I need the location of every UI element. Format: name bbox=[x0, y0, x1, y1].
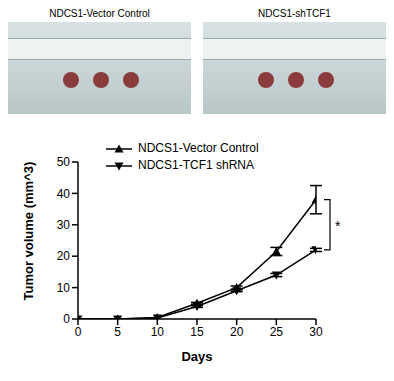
svg-text:*: * bbox=[335, 218, 341, 234]
html-text:NDCS1-shTCF1: NDCS1-shTCF1 bbox=[258, 8, 331, 19]
html-text:NDCS1-Vector Control: NDCS1-Vector Control bbox=[49, 8, 150, 19]
svg-text:30: 30 bbox=[57, 218, 71, 232]
html-text:NDCS1-Vector Control: NDCS1-Vector Control bbox=[138, 141, 259, 155]
svg-text:25: 25 bbox=[270, 325, 284, 339]
svg-text:0: 0 bbox=[75, 325, 82, 339]
svg-text:15: 15 bbox=[190, 325, 204, 339]
html-text:NDCS1-TCF1 shRNA: NDCS1-TCF1 shRNA bbox=[138, 158, 254, 172]
svg-text:50: 50 bbox=[57, 155, 71, 169]
svg-text:20: 20 bbox=[230, 325, 244, 339]
svg-text:10: 10 bbox=[151, 325, 165, 339]
svg-text:20: 20 bbox=[57, 249, 71, 263]
svg-text:Tumor volume (mm^3): Tumor volume (mm^3) bbox=[21, 162, 36, 301]
svg-text:Days: Days bbox=[181, 349, 212, 364]
svg-text:0: 0 bbox=[63, 312, 70, 326]
svg-text:40: 40 bbox=[57, 187, 71, 201]
svg-text:10: 10 bbox=[57, 281, 71, 295]
svg-text:30: 30 bbox=[309, 325, 323, 339]
svg-text:5: 5 bbox=[114, 325, 121, 339]
